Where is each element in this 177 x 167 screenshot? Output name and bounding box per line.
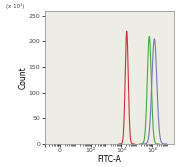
- X-axis label: FITC-A: FITC-A: [97, 154, 121, 163]
- Y-axis label: Count: Count: [18, 66, 27, 89]
- Text: (x 10¹): (x 10¹): [6, 4, 24, 9]
